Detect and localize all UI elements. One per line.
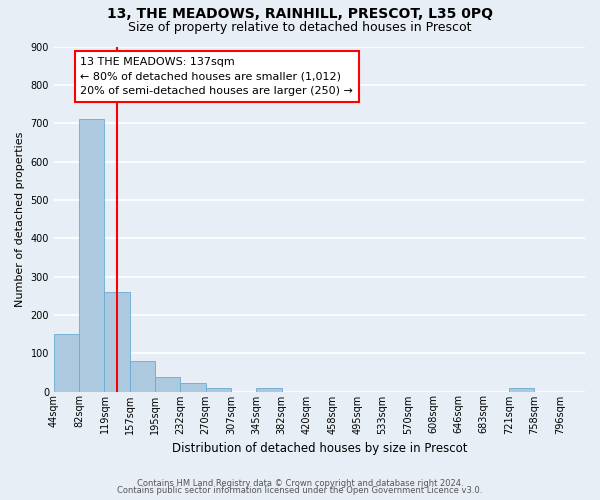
Bar — [130, 361, 155, 392]
Text: 13, THE MEADOWS, RAINHILL, PRESCOT, L35 0PQ: 13, THE MEADOWS, RAINHILL, PRESCOT, L35 … — [107, 8, 493, 22]
Text: Contains HM Land Registry data © Crown copyright and database right 2024.: Contains HM Land Registry data © Crown c… — [137, 478, 463, 488]
Text: 13 THE MEADOWS: 137sqm
← 80% of detached houses are smaller (1,012)
20% of semi-: 13 THE MEADOWS: 137sqm ← 80% of detached… — [80, 57, 353, 96]
Text: Size of property relative to detached houses in Prescot: Size of property relative to detached ho… — [128, 21, 472, 34]
Text: Contains public sector information licensed under the Open Government Licence v3: Contains public sector information licen… — [118, 486, 482, 495]
Y-axis label: Number of detached properties: Number of detached properties — [15, 132, 25, 306]
Bar — [104, 292, 130, 392]
Bar — [509, 388, 535, 392]
Bar — [206, 388, 231, 392]
Bar — [79, 120, 104, 392]
Bar — [181, 383, 206, 392]
Bar — [256, 388, 281, 392]
X-axis label: Distribution of detached houses by size in Prescot: Distribution of detached houses by size … — [172, 442, 467, 455]
Bar — [155, 377, 181, 392]
Bar — [54, 334, 79, 392]
